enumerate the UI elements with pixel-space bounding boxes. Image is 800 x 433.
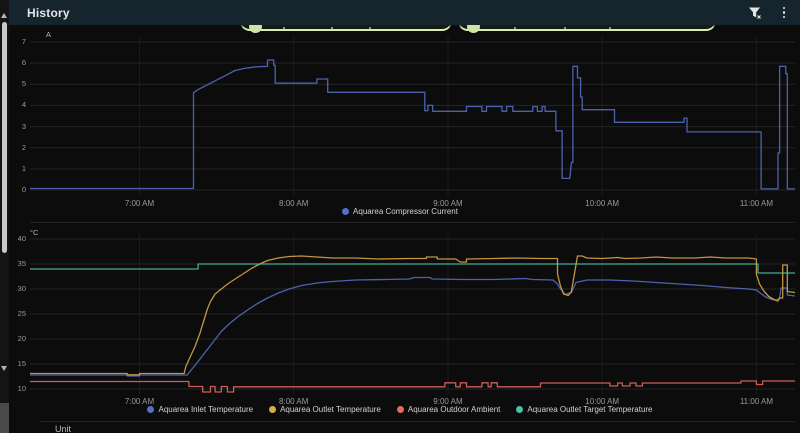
section-divider <box>40 421 795 422</box>
x-tick-label: 8:00 AM <box>279 199 309 208</box>
current-history-chart: A 0 1 2 3 4 5 6 7 7:00 AM 8:00 AM 9:00 AM 10:00 AM… <box>0 30 800 222</box>
section-divider <box>30 222 795 223</box>
chart-plot-area[interactable] <box>30 234 795 394</box>
legend-item[interactable]: Aquarea Outlet Temperature <box>269 405 381 414</box>
legend-dot-icon <box>396 406 404 413</box>
y-tick-label: 25 <box>17 309 26 318</box>
series-line <box>30 380 795 393</box>
y-tick-label: 4 <box>21 100 26 110</box>
legend-dot-icon <box>147 406 155 413</box>
page-title: History <box>27 5 70 20</box>
series-line <box>30 263 795 274</box>
legend-item[interactable]: Aquarea Compressor Current <box>342 207 458 216</box>
x-tick-label: 9:00 AM <box>433 397 463 406</box>
series-line <box>30 276 795 377</box>
scroll-up-arrow-icon[interactable] <box>1 13 7 18</box>
legend-label: Aquarea Inlet Temperature <box>158 405 254 414</box>
scrollbar-thumb[interactable] <box>2 22 7 253</box>
temperature-history-chart: °C 10 15 20 25 30 35 40 7:00 AM 8:00 AM 9:00 AM 1… <box>0 226 800 418</box>
chart-legend: Aquarea Compressor Current <box>0 207 800 216</box>
legend-dot-icon <box>342 208 350 215</box>
y-tick-label: 6 <box>21 58 26 68</box>
y-tick-label: 35 <box>17 259 26 268</box>
x-tick-label: 11:00 AM <box>739 199 774 208</box>
series-line <box>30 255 795 376</box>
legend-dot-icon <box>516 406 524 413</box>
x-tick-label: 7:00 AM <box>124 199 155 208</box>
x-tick-label: 9:00 AM <box>433 199 463 208</box>
y-tick-label: 10 <box>17 384 26 393</box>
y-axis-unit-label: A <box>46 30 52 39</box>
legend-label: Aquarea Compressor Current <box>353 207 458 216</box>
legend-dot-icon <box>269 406 277 413</box>
legend-label: Aquarea Outlet Temperature <box>280 405 381 414</box>
chart-legend: Aquarea Inlet Temperature Aquarea Outlet … <box>0 405 800 414</box>
x-tick-label: 10:00 AM <box>585 397 620 406</box>
y-tick-label: 30 <box>17 284 26 293</box>
legend-item[interactable]: Aquarea Outdoor Ambient <box>396 405 501 414</box>
legend-item[interactable]: Aquarea Inlet Temperature <box>147 405 253 414</box>
legend-label: Aquarea Outdoor Ambient <box>407 405 501 414</box>
scroll-down-arrow-icon[interactable] <box>1 366 7 371</box>
filter-remove-icon[interactable] <box>747 5 763 21</box>
y-tick-label: 7 <box>21 37 26 46</box>
chart-plot-area[interactable] <box>30 36 795 196</box>
y-axis-unit-label: °C <box>30 228 39 237</box>
dots-vertical-icon[interactable] <box>776 5 792 21</box>
y-tick-label: 15 <box>17 359 26 368</box>
x-tick-label: 8:00 AM <box>279 397 309 406</box>
scrollbar-corner <box>0 403 9 433</box>
left-scrollbar[interactable] <box>0 0 9 433</box>
x-tick-label: 7:00 AM <box>124 397 155 406</box>
series-line <box>30 59 795 190</box>
y-tick-label: 1 <box>21 163 26 173</box>
y-tick-label: 5 <box>21 79 26 89</box>
x-tick-label: 10:00 AM <box>585 199 620 208</box>
legend-item[interactable]: Aquarea Outlet Target Temperature <box>516 405 653 414</box>
y-tick-label: 40 <box>17 234 26 243</box>
next-section-partial-label: Unit <box>55 424 72 433</box>
y-tick-label: 20 <box>17 334 26 343</box>
x-tick-label: 11:00 AM <box>739 397 774 406</box>
y-tick-label: 3 <box>21 121 26 131</box>
y-tick-label: 2 <box>21 142 26 152</box>
y-tick-label: 0 <box>21 185 26 194</box>
app-header: History <box>9 0 800 25</box>
legend-label: Aquarea Outlet Target Temperature <box>527 405 653 414</box>
